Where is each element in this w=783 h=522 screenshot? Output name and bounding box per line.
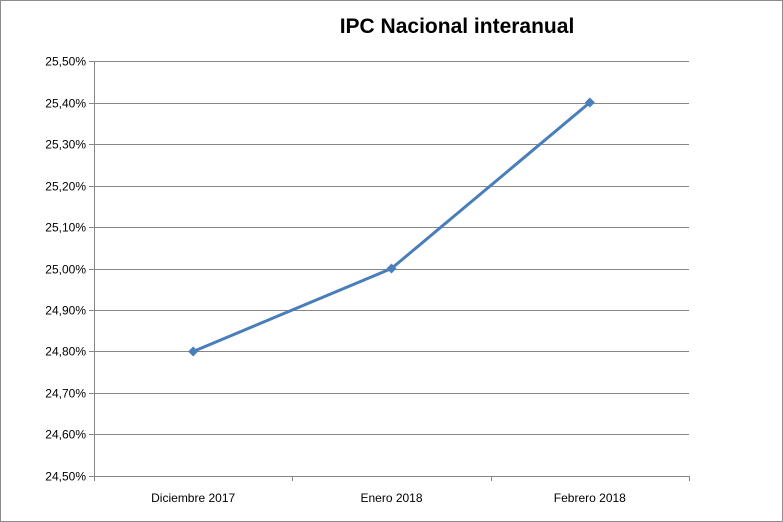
y-tick-label: 25,20%: [45, 180, 86, 194]
x-tick-label: Enero 2018: [360, 491, 422, 505]
x-tick-label: Diciembre 2017: [151, 491, 235, 505]
y-tick-label: 25,40%: [45, 97, 86, 111]
chart-title: IPC Nacional interanual: [339, 15, 575, 38]
y-tick-label: 25,00%: [45, 263, 86, 277]
data-point-marker: [188, 346, 199, 357]
y-tick-label: 24,50%: [45, 470, 86, 484]
y-tick-label: 25,10%: [45, 221, 86, 235]
y-tick-label: 24,80%: [45, 345, 86, 359]
data-point-marker: [386, 263, 397, 274]
y-tick-label: 25,30%: [45, 138, 86, 152]
axes: [89, 61, 690, 481]
y-tick-label: 24,70%: [45, 387, 86, 401]
y-axis-tick-labels: 24,50% 24,60% 24,70% 24,80% 24,90% 25,00% 25,1…: [45, 55, 86, 484]
x-axis-tick-labels: Diciembre 2017 Enero 2018 Febrero 2018: [151, 491, 626, 505]
data-point-marker: [584, 97, 595, 108]
y-tick-label: 25,50%: [45, 55, 86, 69]
gridlines: [94, 61, 689, 435]
x-tick-label: Febrero 2018: [554, 491, 626, 505]
series: [188, 97, 595, 357]
y-tick-label: 24,60%: [45, 428, 86, 442]
y-tick-label: 24,90%: [45, 304, 86, 318]
